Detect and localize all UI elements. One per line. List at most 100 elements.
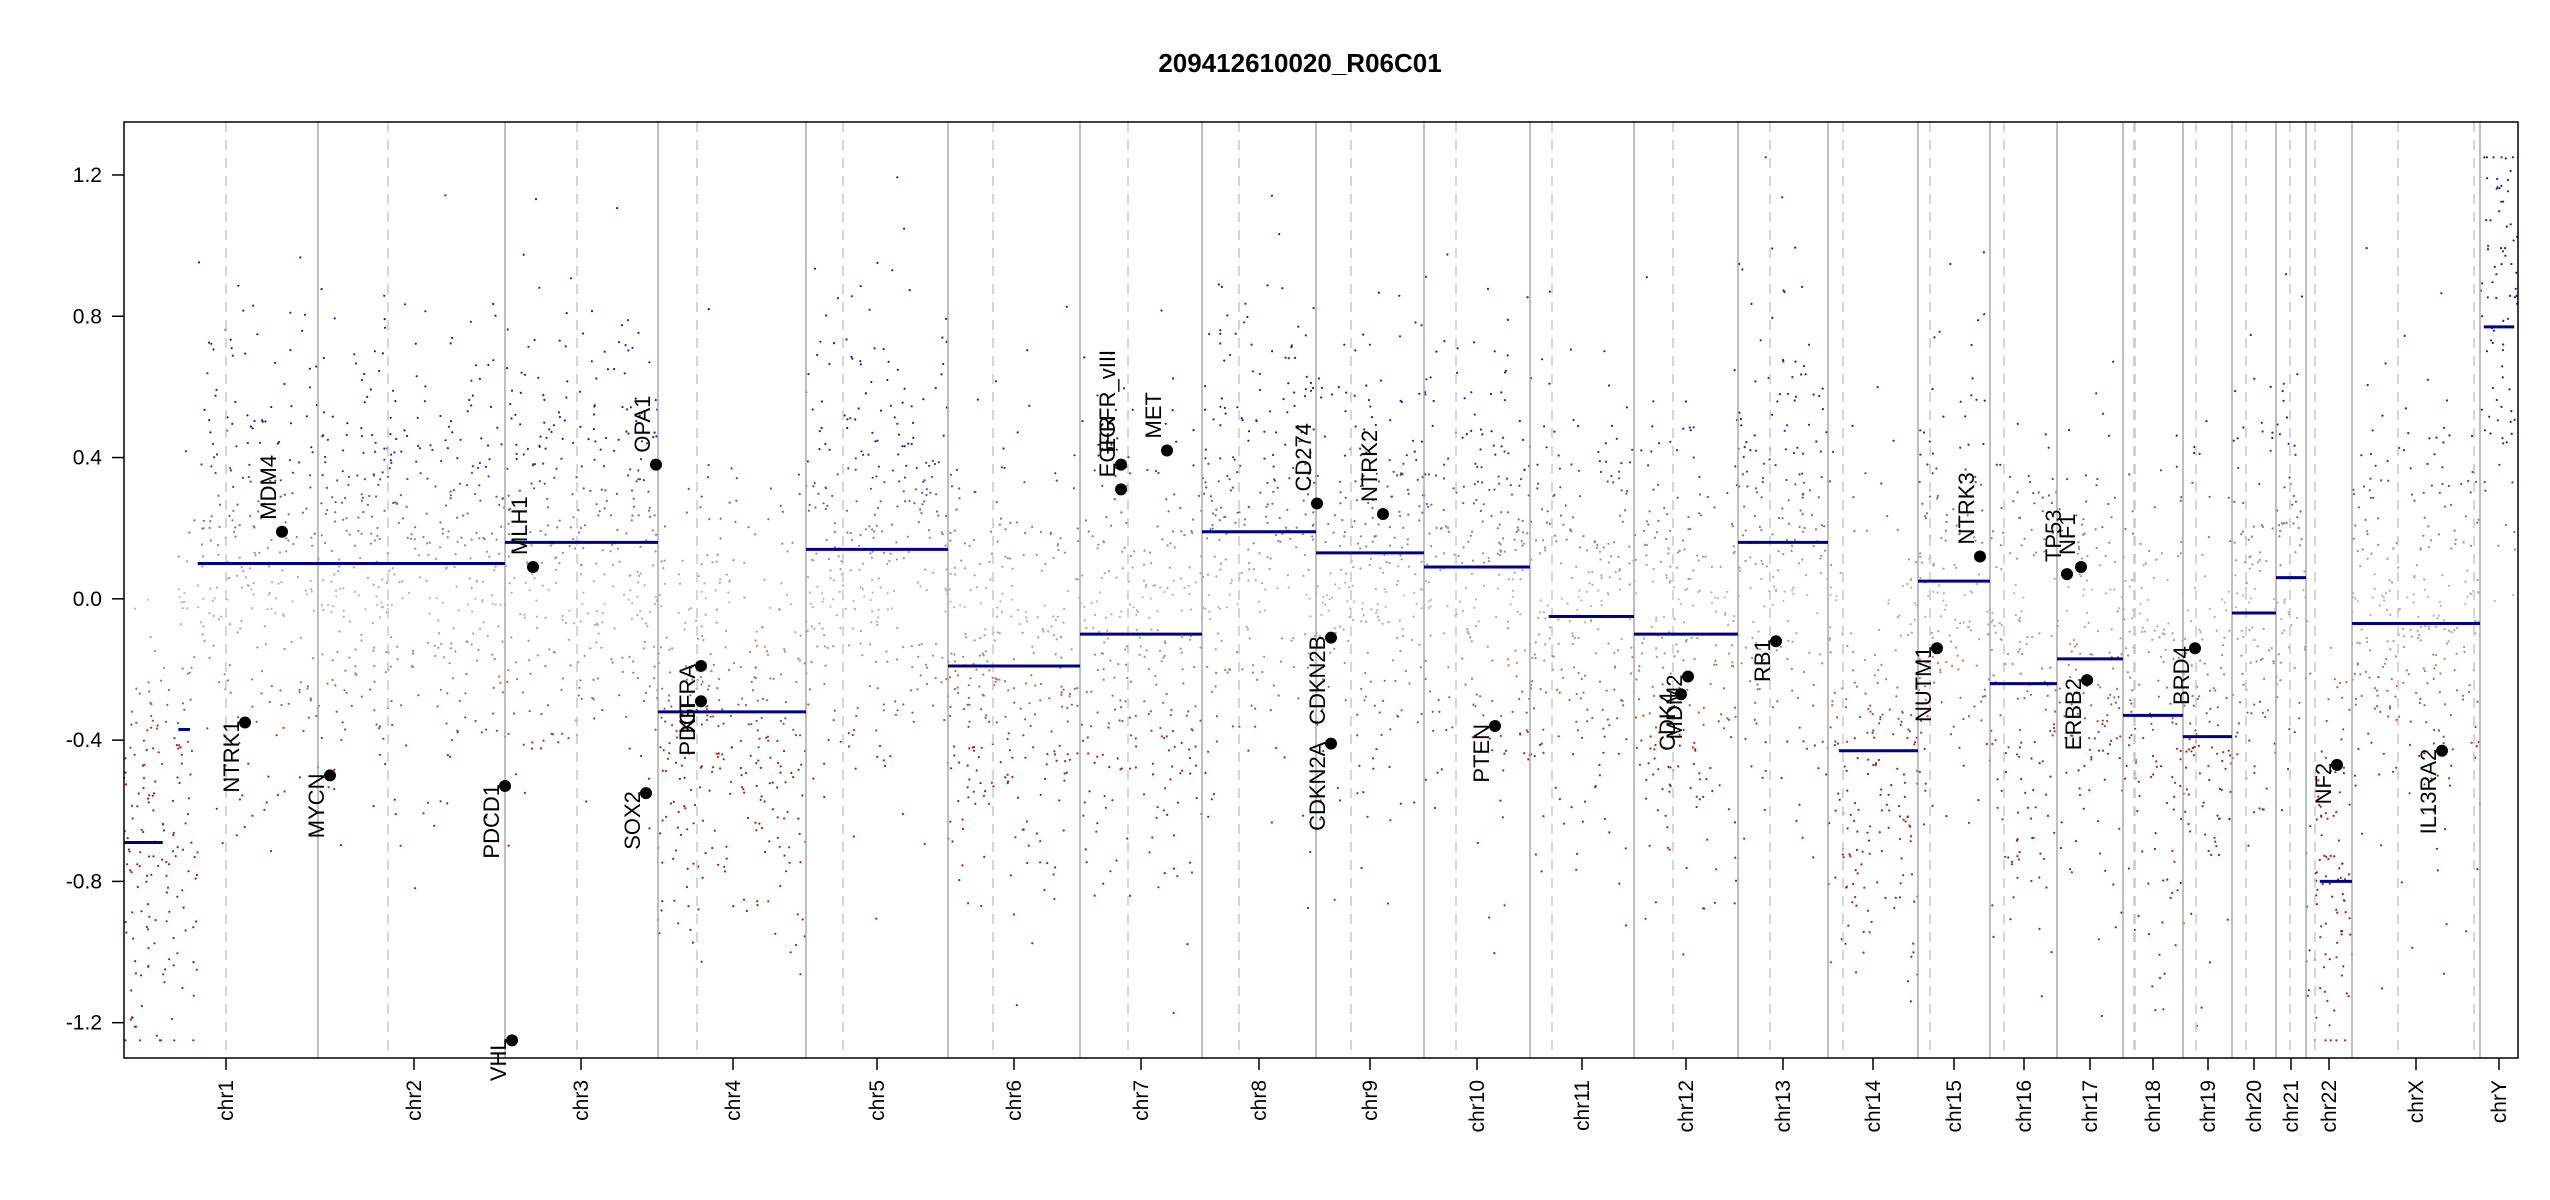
probe-point: [1472, 703, 1475, 706]
probe-point: [958, 497, 961, 500]
probe-point: [721, 708, 724, 711]
probe-point: [2097, 820, 2100, 823]
probe-point: [378, 753, 381, 756]
probe-point: [2160, 552, 2163, 555]
probe-point: [1844, 942, 1847, 945]
probe-point: [2229, 754, 2232, 757]
probe-point: [1287, 586, 1290, 589]
probe-point: [895, 541, 898, 544]
probe-point: [1348, 586, 1351, 589]
probe-point: [124, 1039, 127, 1042]
probe-point: [1054, 472, 1057, 475]
probe-point: [424, 385, 427, 388]
probe-point: [2045, 886, 2048, 889]
probe-point: [207, 341, 211, 344]
probe-point: [1570, 806, 1573, 809]
probe-point: [464, 692, 467, 695]
probe-point: [378, 537, 381, 541]
probe-point: [664, 769, 668, 773]
probe-point: [1938, 330, 1941, 333]
probe-point: [1445, 728, 1448, 732]
probe-point: [406, 536, 409, 540]
probe-point: [732, 662, 736, 665]
probe-point: [1695, 805, 1698, 809]
probe-point: [519, 423, 522, 426]
probe-point: [1855, 685, 1859, 688]
probe-point: [1876, 881, 1879, 884]
probe-point: [857, 407, 860, 410]
probe-point: [1360, 687, 1363, 691]
probe-point: [1297, 325, 1300, 328]
probe-point: [581, 603, 584, 606]
probe-point: [1682, 728, 1685, 732]
probe-point: [600, 488, 603, 491]
probe-point: [813, 627, 816, 630]
probe-point: [1812, 856, 1815, 859]
probe-point: [989, 578, 992, 581]
probe-point: [549, 544, 552, 547]
probe-point: [1981, 509, 1984, 512]
probe-point: [1398, 294, 1401, 297]
probe-point: [271, 581, 274, 584]
probe-point: [558, 415, 562, 419]
probe-point: [1919, 576, 1922, 580]
probe-point: [182, 906, 185, 909]
probe-point: [1936, 591, 1939, 594]
probe-point: [519, 613, 522, 616]
probe-point: [1297, 697, 1300, 700]
probe-point: [403, 429, 406, 432]
probe-point: [649, 611, 652, 614]
probe-point: [180, 762, 183, 765]
probe-point: [2010, 860, 2013, 863]
probe-point: [1157, 471, 1160, 475]
probe-point: [381, 578, 384, 581]
probe-point: [1521, 544, 1524, 547]
probe-point: [342, 449, 345, 452]
probe-point: [2128, 630, 2131, 633]
probe-point: [2107, 502, 2110, 506]
probe-point: [683, 776, 686, 780]
probe-point: [1873, 736, 1876, 739]
probe-point: [405, 505, 408, 508]
probe-point: [1312, 511, 1315, 514]
probe-point: [1527, 758, 1530, 761]
probe-point: [301, 329, 304, 332]
probe-point: [385, 581, 389, 584]
probe-point: [2369, 613, 2372, 617]
probe-point: [1343, 530, 1346, 534]
probe-point: [1397, 579, 1400, 583]
probe-point: [1465, 433, 1468, 436]
probe-point: [276, 442, 279, 445]
probe-point: [466, 512, 469, 515]
probe-point: [1857, 808, 1860, 811]
probe-point: [747, 526, 750, 529]
probe-point: [1323, 435, 1326, 438]
probe-point: [1438, 710, 1441, 714]
probe-point: [1783, 290, 1786, 293]
probe-point: [1509, 484, 1512, 487]
probe-point: [961, 827, 965, 831]
probe-point: [262, 515, 265, 518]
probe-point: [1053, 750, 1056, 753]
probe-point: [2070, 703, 2073, 706]
probe-point: [1845, 886, 1848, 889]
probe-point: [2206, 673, 2209, 676]
probe-point: [1618, 882, 1621, 885]
probe-point: [2013, 592, 2016, 595]
probe-point: [1853, 737, 1856, 740]
probe-point: [1846, 827, 1849, 830]
probe-point: [331, 605, 334, 608]
probe-point: [945, 317, 948, 320]
probe-point: [202, 597, 205, 601]
probe-point: [1853, 681, 1856, 684]
probe-point: [507, 494, 510, 497]
probe-point: [630, 489, 634, 492]
probe-point: [591, 696, 594, 700]
probe-point: [808, 503, 811, 506]
probe-point: [2215, 629, 2218, 632]
probe-point: [743, 791, 746, 794]
probe-point: [247, 762, 250, 765]
probe-point: [907, 442, 910, 445]
probe-point: [1612, 481, 1615, 484]
probe-point: [1991, 742, 1994, 746]
